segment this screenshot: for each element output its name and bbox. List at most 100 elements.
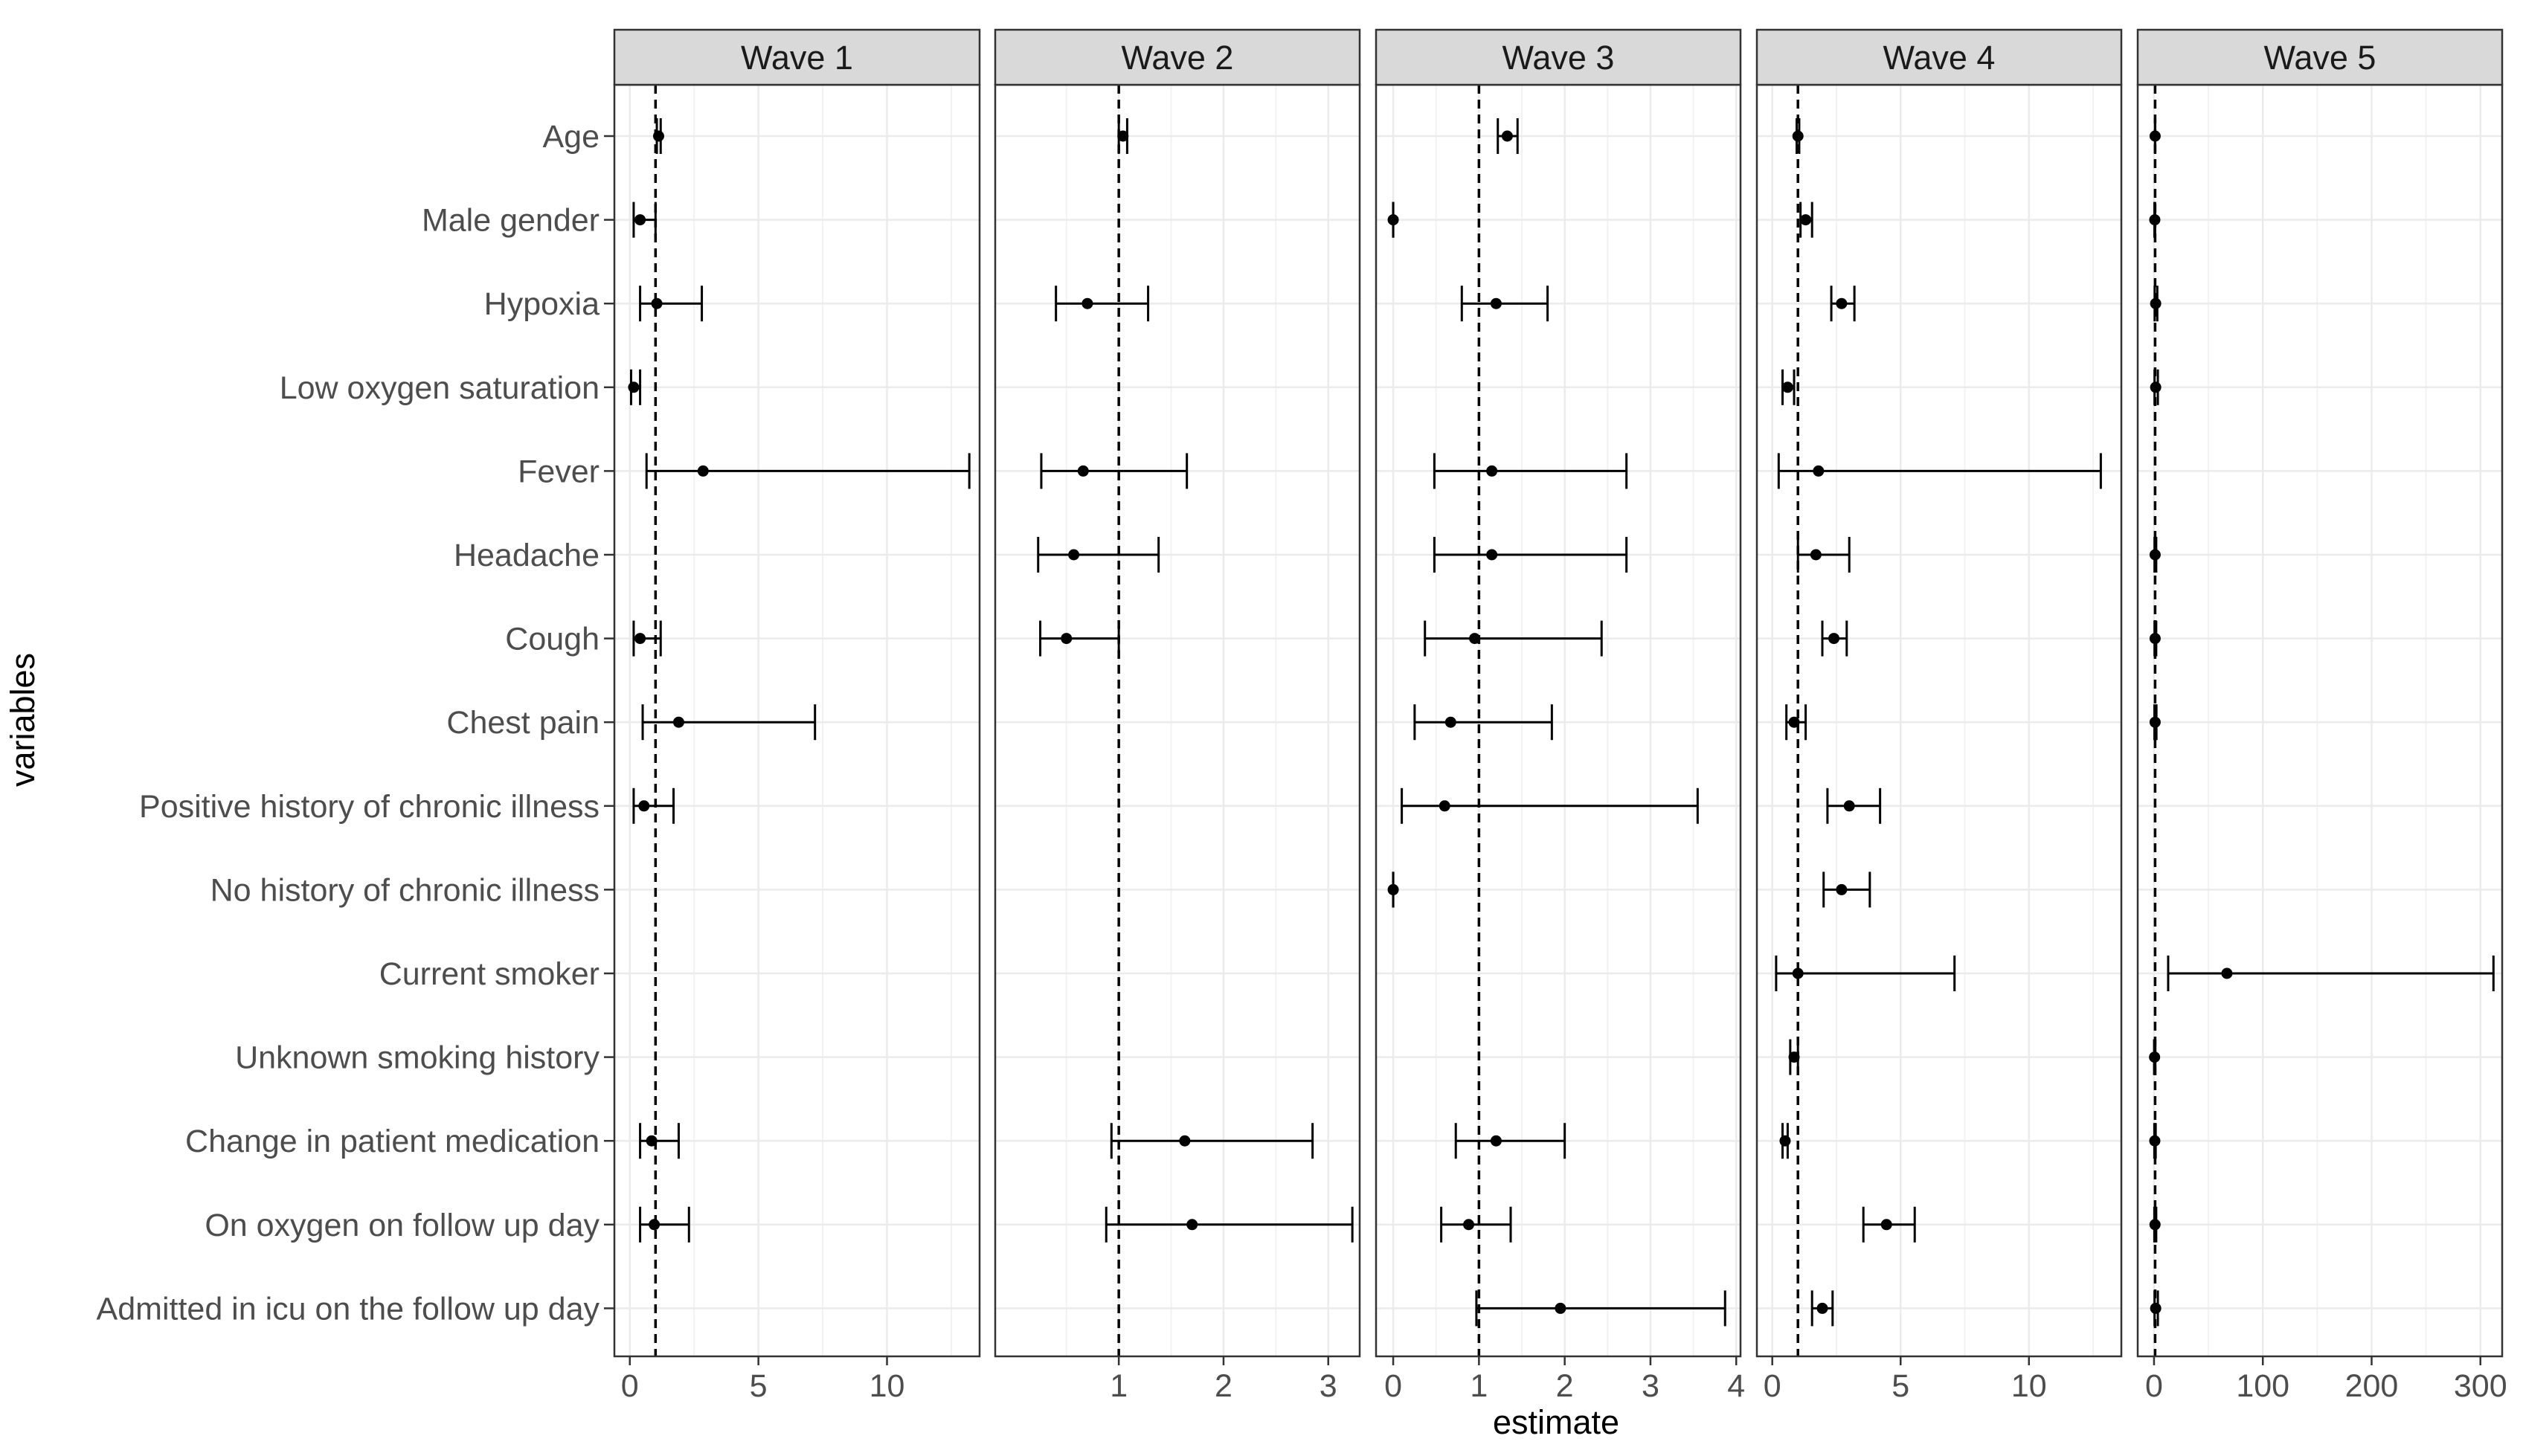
x-tick-label: 2 — [1215, 1368, 1232, 1404]
point-estimate — [2149, 549, 2161, 561]
variable-label-positive-history-of-chronic-illness: Positive history of chronic illness — [139, 789, 600, 825]
point-estimate — [1179, 1135, 1191, 1147]
estimate-wave-4-fever — [1777, 453, 2102, 489]
estimate-wave-3-on-oxygen-on-follow-up-day — [1440, 1206, 1512, 1243]
point-estimate — [638, 800, 650, 812]
estimate-wave-4-change-in-patient-medication — [1779, 1123, 1791, 1159]
variable-label-unknown-smoking-history: Unknown smoking history — [235, 1040, 600, 1076]
point-estimate — [1828, 633, 1840, 645]
point-estimate — [1816, 1302, 1828, 1314]
estimate-wave-5-current-smoker — [2167, 956, 2495, 991]
point-estimate — [1444, 716, 1456, 728]
point-estimate — [1788, 716, 1800, 728]
x-tick-label: 10 — [2011, 1368, 2047, 1404]
point-estimate — [649, 1219, 661, 1231]
panel-background — [995, 85, 1360, 1356]
estimate-wave-5-unknown-smoking-history — [2149, 1039, 2161, 1075]
estimate-wave-1-male-gender — [632, 202, 657, 238]
strip-label-wave-1: Wave 1 — [741, 39, 853, 77]
x-tick-label: 4 — [1727, 1368, 1745, 1404]
point-estimate — [1081, 297, 1093, 309]
estimate-wave-2-on-oxygen-on-follow-up-day — [1105, 1206, 1354, 1243]
estimate-wave-4-low-oxygen-saturation — [1781, 369, 1796, 405]
estimate-wave-1-change-in-patient-medication — [639, 1123, 680, 1159]
x-tick-label: 200 — [2345, 1368, 2399, 1404]
estimate-wave-2-change-in-patient-medication — [1110, 1123, 1314, 1159]
point-estimate — [1469, 633, 1481, 645]
panel-wave-2: Wave 2 1 2 3 — [994, 28, 1361, 1404]
estimate-wave-5-admitted-in-icu-on-the-follow-up-day — [2150, 1290, 2162, 1327]
variable-label-male-gender: Male gender — [422, 203, 600, 239]
x-tick-label: 1 — [1470, 1368, 1488, 1404]
strip-background — [1375, 28, 1742, 86]
point-estimate — [1555, 1302, 1566, 1314]
point-estimate — [1843, 800, 1855, 812]
estimate-wave-1-cough — [632, 620, 662, 657]
point-estimate — [1463, 1219, 1475, 1231]
estimate-wave-4-age — [1792, 118, 1804, 154]
estimate-wave-5-headache — [2149, 537, 2161, 573]
x-tick-label: 2 — [1556, 1368, 1574, 1404]
point-estimate — [2149, 1051, 2161, 1063]
x-tick-label: 0 — [621, 1368, 639, 1404]
point-estimate — [2221, 967, 2233, 979]
panel-background — [1376, 85, 1741, 1356]
estimate-wave-2-hypoxia — [1055, 286, 1150, 322]
estimate-wave-2-fever — [1040, 453, 1189, 489]
estimate-wave-1-on-oxygen-on-follow-up-day — [639, 1206, 690, 1243]
point-estimate — [2150, 1302, 2162, 1314]
estimate-wave-5-low-oxygen-saturation — [2150, 369, 2162, 405]
point-estimate — [634, 214, 646, 226]
point-estimate — [672, 716, 684, 728]
x-tick-label: 0 — [1384, 1368, 1402, 1404]
point-estimate — [1117, 130, 1129, 142]
point-estimate — [1781, 381, 1793, 393]
x-tick-label: 0 — [1764, 1368, 1781, 1404]
estimate-wave-3-hypoxia — [1460, 286, 1549, 322]
strip-label-wave-2: Wave 2 — [1122, 39, 1234, 77]
wave-panels: Wave 1 0 5 10 Wave 2 1 2 3 Wave 3 0 1 2 3 4 Wave 4 0 5 10… — [613, 28, 2507, 1404]
strip-background — [613, 28, 981, 86]
variable-label-change-in-patient-medication: Change in patient medication — [185, 1124, 600, 1159]
estimate-wave-4-cough — [1821, 620, 1848, 657]
estimate-wave-3-cough — [1424, 620, 1603, 657]
point-estimate — [646, 1135, 658, 1147]
point-estimate — [651, 297, 663, 309]
point-estimate — [1061, 633, 1073, 645]
estimate-wave-3-chest-pain — [1413, 704, 1553, 741]
strip-label-wave-4: Wave 4 — [1883, 39, 1996, 77]
estimate-wave-3-fever — [1433, 453, 1628, 489]
x-tick-label: 5 — [750, 1368, 768, 1404]
point-estimate — [1439, 800, 1450, 812]
estimate-wave-5-cough — [2149, 620, 2161, 657]
estimate-wave-5-hypoxia — [2150, 286, 2162, 322]
strip-background — [2136, 28, 2504, 86]
estimate-wave-5-chest-pain — [2149, 704, 2161, 741]
estimate-wave-3-male-gender — [1387, 202, 1399, 238]
x-tick-label: 10 — [870, 1368, 905, 1404]
panel-wave-5: Wave 5 0 100 200 300 — [2136, 28, 2507, 1404]
estimate-wave-4-no-history-of-chronic-illness — [1822, 872, 1871, 908]
estimate-wave-1-fever — [645, 453, 971, 489]
point-estimate — [1490, 297, 1502, 309]
estimate-wave-4-unknown-smoking-history — [1788, 1039, 1800, 1075]
estimate-wave-5-male-gender — [2149, 202, 2161, 238]
point-estimate — [2149, 1135, 2161, 1147]
variable-labels: Age Male gender Hypoxia Low oxygen saturati… — [97, 119, 614, 1327]
point-estimate — [2149, 214, 2161, 226]
x-axis-title: estimate — [1493, 1403, 1619, 1441]
strip-label-wave-3: Wave 3 — [1502, 39, 1615, 77]
x-tick-label: 1 — [1110, 1368, 1128, 1404]
point-estimate — [2149, 633, 2161, 645]
estimate-wave-3-headache — [1433, 537, 1628, 573]
point-estimate — [628, 381, 640, 393]
variable-label-fever: Fever — [518, 454, 600, 489]
strip-label-wave-5: Wave 5 — [2264, 39, 2376, 77]
variable-label-hypoxia: Hypoxia — [484, 286, 600, 322]
estimate-wave-4-positive-history-of-chronic-illness — [1826, 787, 1882, 824]
strip-background — [994, 28, 1361, 86]
estimate-wave-1-hypoxia — [639, 286, 704, 322]
point-estimate — [1792, 130, 1804, 142]
